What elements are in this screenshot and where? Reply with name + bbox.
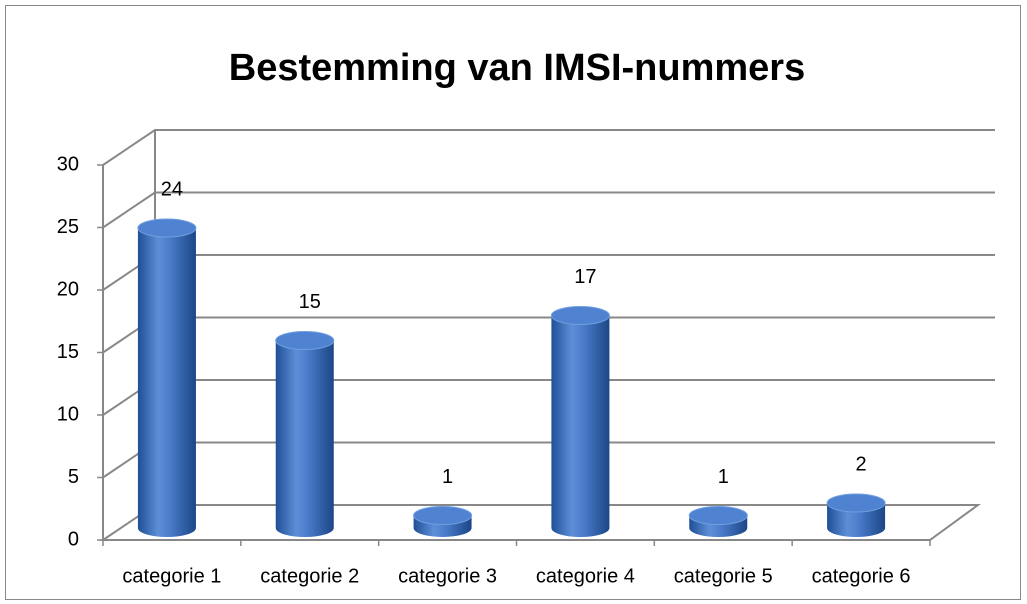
y-tick-label: 0: [68, 528, 79, 550]
bar-top: [413, 506, 473, 525]
x-tick-label: categorie 2: [260, 565, 359, 587]
y-tick-label: 30: [57, 153, 79, 175]
bar: [413, 506, 473, 537]
bar-body: [551, 315, 610, 537]
bar: [550, 306, 610, 537]
bar: [137, 218, 197, 537]
bar-top: [826, 493, 886, 513]
data-label: 24: [161, 178, 183, 200]
x-tick-label: categorie 5: [674, 565, 773, 587]
x-tick-label: categorie 4: [536, 565, 635, 587]
bar: [826, 493, 886, 537]
bar-body: [275, 340, 334, 537]
y-tick-label: 25: [57, 216, 79, 238]
y-tick-label: 20: [57, 278, 79, 300]
data-label: 17: [574, 266, 596, 288]
data-label: 2: [856, 453, 867, 475]
data-label: 1: [718, 466, 729, 488]
x-tick-label: categorie 6: [812, 565, 911, 587]
x-tick-label: categorie 3: [398, 565, 497, 587]
y-tick-label: 5: [68, 466, 79, 488]
data-label: 15: [299, 291, 321, 313]
y-tick-label: 15: [57, 341, 79, 363]
bar-top: [137, 218, 197, 238]
bar: [688, 506, 748, 537]
y-tick-label: 10: [57, 403, 79, 425]
bar-body: [137, 228, 196, 537]
data-label: 1: [442, 466, 453, 488]
bar-body: [827, 503, 886, 537]
bar-top: [550, 306, 610, 325]
chart-title: Bestemming van IMSI-nummers: [229, 47, 805, 89]
x-tick-label: categorie 1: [122, 565, 221, 587]
bar-top: [688, 506, 748, 525]
bar-top: [275, 331, 335, 350]
bar: [275, 331, 335, 537]
